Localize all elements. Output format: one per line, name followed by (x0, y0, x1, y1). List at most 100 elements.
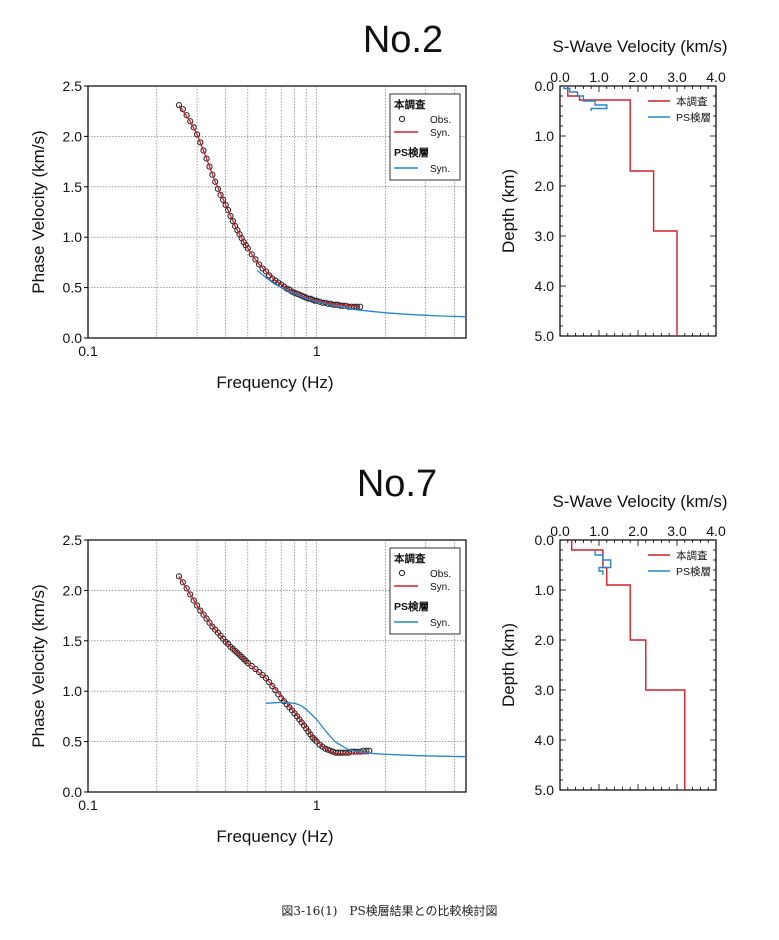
panel1-obs-point (193, 131, 201, 138)
panel1-obs-point (269, 275, 276, 282)
panel1-profile-x-tick-label: 3.0 (667, 69, 687, 85)
panel1-this-profile-line (567, 86, 678, 336)
panel1-profile-y-tick-label: 1.0 (535, 128, 555, 144)
panel2-syn-line (178, 575, 370, 755)
panel1-profile-x-tick-label: 4.0 (706, 69, 726, 85)
panel2-obs-point (190, 597, 197, 604)
panel2-legend-obs-marker (398, 569, 406, 577)
panel2-obs-point (244, 659, 251, 667)
panel2-obs-point (269, 683, 276, 690)
panel2-site-title: No.7 (357, 463, 437, 505)
panel2-dispersion-plot: 0.0 0.5 1.0 1.5 2.0 2.5 0.1 1 Frequency (Hz) Phas… (29, 532, 467, 846)
panel2-obs-point (197, 607, 204, 614)
panel2-profile-y-tick-label: 5.0 (535, 782, 555, 798)
panel1-ps-profile-line (563, 86, 608, 111)
panel2-obs-point (187, 591, 194, 598)
panel1-profile-x-tick-label: 2.0 (628, 69, 648, 85)
panel2-legend-box (389, 547, 461, 635)
panel1-syn-line (178, 104, 361, 308)
panel2-legend-syn: Syn. (430, 582, 450, 593)
panel1-profile-legend-this: 本調査 (676, 95, 708, 108)
panel1-legend-obs-marker (398, 115, 406, 123)
panel1-legend-ps-syn: Syn. (430, 164, 450, 175)
panel1-obs-point (220, 196, 227, 204)
panel1-obs-point (203, 155, 210, 162)
panel2-this-profile-line (571, 540, 686, 790)
panel1-profile-y-axis-label: Depth (km) (499, 169, 518, 253)
panel1-legend-box (389, 93, 461, 181)
panel2-obs-point (339, 749, 346, 756)
panel2-obs-point (183, 585, 190, 592)
panel2-obs-point (193, 602, 201, 609)
panel1-ps-syn-line (256, 269, 467, 318)
panel2-legend-ps-syn: Syn. (430, 618, 450, 629)
panel1-obs-point (175, 102, 183, 109)
panel1-y-tick-label: 1.0 (63, 229, 83, 245)
panel2-obs-point (322, 745, 329, 752)
panel1-y-tick-label: 2.5 (63, 78, 83, 94)
panel2-y-tick-label: 1.0 (63, 683, 83, 699)
panel2-obs-point (203, 615, 210, 622)
panel2-obs-point (175, 573, 183, 580)
panel2-profile-legend-this: 本調査 (676, 549, 708, 562)
panel1-profile-title: S-Wave Velocity (km/s) (552, 37, 727, 56)
panel2-profile-y-tick-label: 2.0 (535, 632, 555, 648)
panel2-obs-point (242, 657, 249, 665)
panel1-obs-point (209, 171, 216, 178)
panel2-obs-point (309, 734, 316, 741)
panel2-obs-point (206, 619, 213, 626)
panel2-profile-y-tick-label: 4.0 (535, 732, 555, 748)
panel2-y-tick-label: 2.5 (63, 532, 83, 548)
panel2-legend-group2: PS検層 (394, 600, 429, 613)
panel1-y-tick-label: 0.5 (63, 280, 83, 296)
panel1-obs-point (183, 112, 190, 119)
panel1-profile-x-tick-label: 1.0 (589, 69, 609, 85)
panel2-obs-point (255, 668, 263, 676)
panel2-velocity-profile: S-Wave Velocity (km/s) 0.0 1.0 2.0 3.0 4.0 0.0… (499, 492, 728, 798)
panel1-obs-point (255, 261, 263, 268)
panel1-y-tick-label: 2.0 (63, 128, 83, 144)
panel1-obs-point (225, 206, 232, 214)
panel2-obs-point (272, 687, 279, 694)
panel1-x-tick-label: 0.1 (78, 343, 98, 359)
panel1-x-axis-label: Frequency (Hz) (216, 373, 333, 392)
panel1-dispersion-plot: 0.0 0.5 1.0 1.5 2.0 2.5 0.1 1 Frequency (Hz) Phas… (29, 78, 467, 392)
panel1-obs-point (222, 201, 229, 209)
panel2-profile-y-axis-label: Depth (km) (499, 623, 518, 707)
panel1-profile-legend-ps: PS検層 (676, 111, 711, 124)
panel1-velocity-profile: S-Wave Velocity (km/s) 0.0 1.0 2.0 3.0 4.0 0.0… (499, 37, 728, 344)
panel2-obs-point (262, 674, 270, 682)
panel2-profile-x-tick-label: 3.0 (667, 523, 687, 539)
panel1-legend-syn: Syn. (430, 128, 450, 139)
panel1-obs-point (248, 251, 255, 258)
panel2-profile-title: S-Wave Velocity (km/s) (552, 492, 727, 511)
panel2-y-tick-label: 1.5 (63, 633, 83, 649)
figure-canvas: No.2 0.0 0.5 1.0 1.5 2.0 2.5 0.1 1 Frequency (Hz)… (29, 19, 728, 846)
panel2-profile-legend-ps: PS検層 (676, 565, 711, 578)
panel2-obs-point (200, 611, 207, 618)
panel2-obs-point (342, 749, 349, 756)
panel2-obs-point (275, 691, 282, 698)
panel2-ps-profile-line (594, 550, 612, 575)
panel1-profile-x-tick-label: 0.0 (550, 69, 570, 85)
panel2-x-tick-label: 1 (313, 797, 321, 813)
panel1-y-axis-label: Phase Velocity (km/s) (29, 130, 48, 293)
panel1-obs-point (229, 217, 236, 225)
panel1-site-title: No.2 (363, 19, 443, 61)
panel1-profile-y-tick-label: 4.0 (535, 278, 555, 294)
panel1-obs-point (206, 163, 213, 170)
figure-caption: 図3-16(1) PS検層結果との比較検討図 (281, 904, 498, 918)
panel2-y-axis-label: Phase Velocity (km/s) (29, 584, 48, 747)
panel2-y-tick-label: 2.0 (63, 582, 83, 598)
panel1-legend-group2: PS検層 (394, 146, 429, 159)
panel1-obs-point (259, 265, 266, 272)
panel1-legend-group1: 本調査 (394, 98, 426, 111)
panel1-obs-point (197, 139, 204, 146)
panel1-y-tick-label: 1.5 (63, 179, 83, 195)
panel1-legend-obs: Obs. (430, 115, 451, 126)
panel1-obs-point (212, 178, 219, 185)
panel1-profile-y-tick-label: 2.0 (535, 178, 555, 194)
panel1-obs-point (190, 124, 197, 131)
panel1-y-tick-label: 0.0 (63, 330, 83, 346)
